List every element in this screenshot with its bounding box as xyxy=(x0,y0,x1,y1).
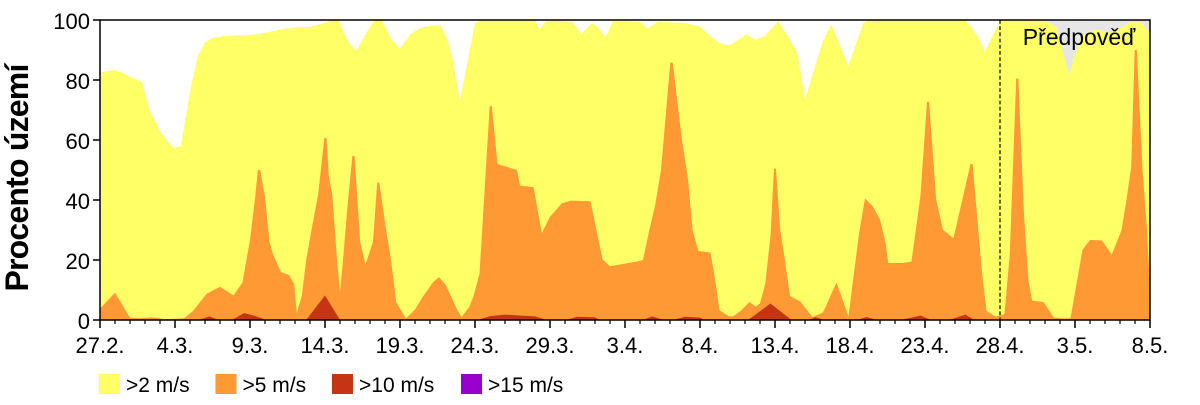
svg-text:28.4.: 28.4. xyxy=(976,333,1025,358)
svg-text:23.4.: 23.4. xyxy=(901,333,950,358)
svg-text:27.2.: 27.2. xyxy=(76,333,125,358)
svg-text:100: 100 xyxy=(53,9,90,34)
svg-text:24.3.: 24.3. xyxy=(451,333,500,358)
svg-text:>15 m/s: >15 m/s xyxy=(488,374,563,397)
svg-text:40: 40 xyxy=(66,189,90,214)
svg-text:80: 80 xyxy=(66,69,90,94)
svg-text:8.4.: 8.4. xyxy=(682,333,719,358)
svg-text:20: 20 xyxy=(66,249,90,274)
svg-text:>2 m/s: >2 m/s xyxy=(126,374,190,397)
svg-text:3.5.: 3.5. xyxy=(1057,333,1094,358)
svg-text:>5 m/s: >5 m/s xyxy=(243,374,307,397)
svg-text:8.5.: 8.5. xyxy=(1132,333,1169,358)
svg-text:13.4.: 13.4. xyxy=(751,333,800,358)
svg-text:60: 60 xyxy=(66,129,90,154)
svg-text:14.3.: 14.3. xyxy=(301,333,350,358)
svg-text:3.4.: 3.4. xyxy=(607,333,644,358)
svg-text:0: 0 xyxy=(78,309,90,334)
svg-text:29.3.: 29.3. xyxy=(526,333,575,358)
svg-text:18.4.: 18.4. xyxy=(826,333,875,358)
svg-text:9.3.: 9.3. xyxy=(232,333,269,358)
svg-text:4.3.: 4.3. xyxy=(157,333,194,358)
svg-text:Předpověď: Předpověď xyxy=(1023,24,1136,50)
svg-text:Procento území: Procento území xyxy=(0,63,35,292)
svg-text:>10 m/s: >10 m/s xyxy=(359,374,434,397)
svg-text:19.3.: 19.3. xyxy=(376,333,425,358)
